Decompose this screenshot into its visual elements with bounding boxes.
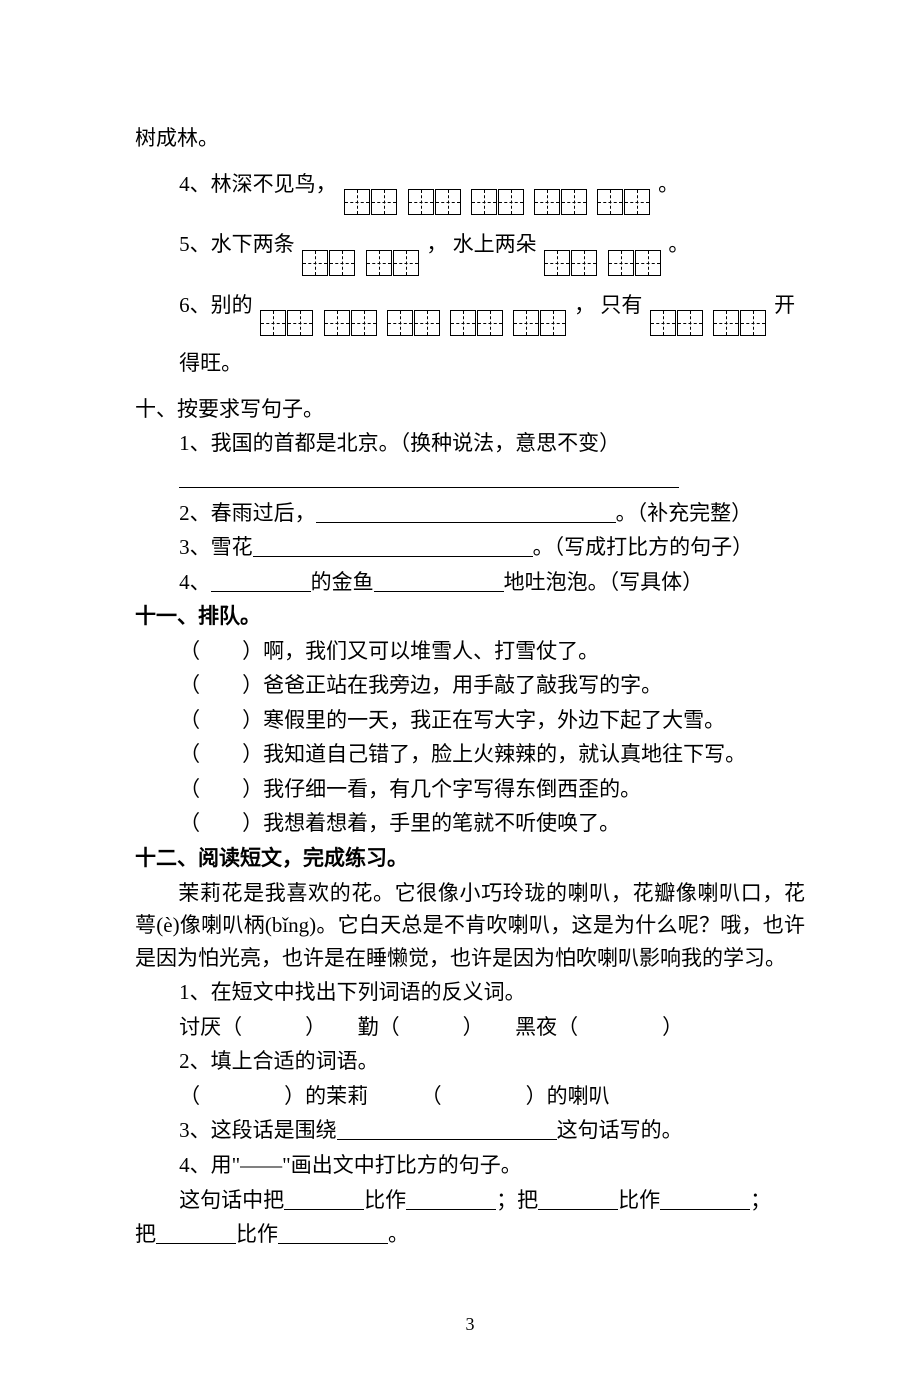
s10-q1-blank[interactable] [135,462,805,495]
s12-q1-items[interactable]: 讨厌（ ） 勤（ ） 黑夜（ ） [135,1011,805,1044]
char-boxes[interactable] [323,282,377,337]
s12-q2: 2、填上合适的词语。 [135,1045,805,1078]
blank[interactable] [538,1209,618,1210]
s10-q2-post: 。（补充完整） [616,501,753,525]
s12-q4b-mid1: 比作 [364,1188,406,1212]
s10-q4-mid1: 的金鱼 [311,570,374,594]
char-boxes[interactable] [260,282,314,337]
section-12-title: 十二、阅读短文，完成练习。 [135,842,805,875]
q5-mid: ， 水上两朵 [426,232,536,256]
blank[interactable] [278,1243,388,1244]
section-10-title: 十、按要求写句子。 [135,393,805,426]
q5-suffix: 。 [668,232,689,256]
s12-q1: 1、在短文中找出下列词语的反义词。 [135,976,805,1009]
s12-q3-pre: 3、这段话是围绕 [179,1118,337,1142]
s10-q4-pre: 4、 [179,570,211,594]
s11-item[interactable]: （ ）我仔细一看，有几个字写得东倒西歪的。 [135,773,805,806]
section-11-title: 十一、排队。 [135,600,805,633]
s10-q3-pre: 3、雪花 [179,535,253,559]
blank[interactable] [337,1139,557,1140]
s12-q4b-mid4: ； [750,1188,771,1212]
char-boxes[interactable] [450,282,504,337]
char-boxes[interactable] [407,161,461,216]
s12-q2-items[interactable]: （ ）的茉莉 （ ）的喇叭 [135,1080,805,1113]
s12-q4b-pre: 这句话中把 [179,1188,284,1212]
char-boxes[interactable] [302,221,356,276]
blank[interactable] [406,1209,496,1210]
blank[interactable] [374,591,504,592]
s11-item[interactable]: （ ）啊，我们又可以堆雪人、打雪仗了。 [135,635,805,668]
char-boxes[interactable] [713,282,767,337]
char-boxes[interactable] [607,221,661,276]
s11-item[interactable]: （ ）我想着想着，手里的笔就不听使唤了。 [135,807,805,840]
page-number: 3 [135,1311,805,1339]
s10-q2: 2、春雨过后， 。（补充完整） [135,497,805,530]
s10-q3: 3、雪花 。（写成打比方的句子） [135,531,805,564]
char-boxes[interactable] [365,221,419,276]
blank[interactable] [211,591,311,592]
s12-q3-post: 这句话写的。 [557,1118,683,1142]
char-boxes[interactable] [386,282,440,337]
s10-q3-post: 。（写成打比方的句子） [533,535,754,559]
s12-q4c: 把 比作 。 [135,1218,805,1251]
char-boxes[interactable] [470,161,524,216]
s12-q4b-mid3: 比作 [618,1188,660,1212]
s10-q1: 1、我国的首都是北京。（换种说法，意思不变） [135,427,805,460]
blank[interactable] [253,556,533,557]
s11-item[interactable]: （ ）我知道自己错了，脸上火辣辣的，就认真地往下写。 [135,738,805,771]
blank[interactable] [660,1209,750,1210]
s12-q4c-pre: 把 [135,1222,156,1246]
blank[interactable] [284,1209,364,1210]
char-boxes[interactable] [544,221,598,276]
s12-q3: 3、这段话是围绕 这句话写的。 [135,1114,805,1147]
char-boxes[interactable] [344,161,398,216]
s12-q4c-mid1: 比作 [236,1222,278,1246]
q5-line: 5、水下两条 ， 水上两朵 。 [135,217,805,276]
s11-item[interactable]: （ ）寒假里的一天，我正在写大字，外边下起了大雪。 [135,704,805,737]
s11-item[interactable]: （ ）爸爸正站在我旁边，用手敲了敲我写的字。 [135,669,805,702]
line-top: 树成林。 [135,122,805,155]
q6-line: 6、别的 ， 只有 开得旺。 [135,278,805,391]
q5-prefix: 5、水下两条 [179,232,295,256]
s12-q4c-post: 。 [388,1222,409,1246]
q4-line: 4、林深不见鸟， 。 [135,157,805,216]
q4-prefix: 4、林深不见鸟， [179,172,337,196]
char-boxes[interactable] [534,161,588,216]
q6-prefix: 6、别的 [179,293,253,317]
s10-q4: 4、 的金鱼 地吐泡泡。（写具体） [135,566,805,599]
char-boxes[interactable] [650,282,704,337]
q6-mid: ， 只有 [574,293,642,317]
s12-q4b-mid2: ；把 [496,1188,538,1212]
s12-q4b: 这句话中把 比作 ；把 比作 ； [135,1184,805,1217]
s12-passage: 茉莉花是我喜欢的花。它很像小巧玲珑的喇叭，花瓣像喇叭口，花萼(è)像喇叭柄(bǐ… [135,877,805,975]
blank[interactable] [316,522,616,523]
s10-q4-post: 地吐泡泡。（写具体） [504,570,704,594]
q4-suffix: 。 [658,172,679,196]
s10-q2-pre: 2、春雨过后， [179,501,316,525]
char-boxes[interactable] [597,161,651,216]
s12-q4: 4、用"——"画出文中打比方的句子。 [135,1149,805,1182]
blank[interactable] [156,1243,236,1244]
char-boxes[interactable] [513,282,567,337]
